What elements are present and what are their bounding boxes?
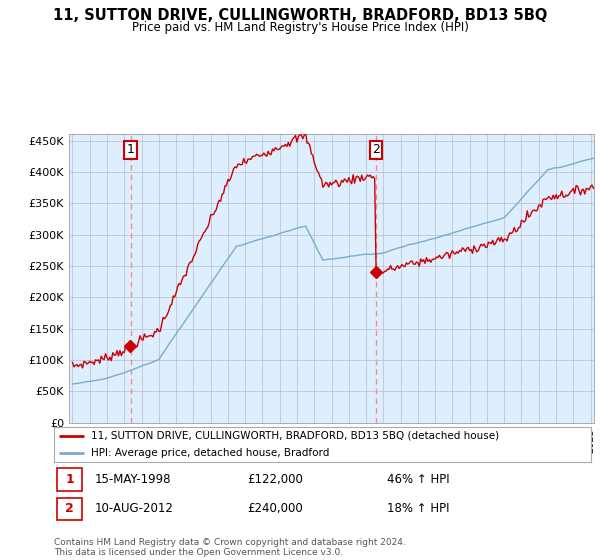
- Text: Contains HM Land Registry data © Crown copyright and database right 2024.
This d: Contains HM Land Registry data © Crown c…: [54, 538, 406, 557]
- Text: 10-AUG-2012: 10-AUG-2012: [94, 502, 173, 515]
- Text: 2: 2: [65, 502, 74, 515]
- Text: 15-MAY-1998: 15-MAY-1998: [94, 473, 171, 486]
- FancyBboxPatch shape: [56, 498, 82, 520]
- Text: 1: 1: [127, 143, 134, 156]
- Text: HPI: Average price, detached house, Bradford: HPI: Average price, detached house, Brad…: [91, 449, 329, 458]
- Text: 11, SUTTON DRIVE, CULLINGWORTH, BRADFORD, BD13 5BQ: 11, SUTTON DRIVE, CULLINGWORTH, BRADFORD…: [53, 8, 547, 24]
- Text: Price paid vs. HM Land Registry's House Price Index (HPI): Price paid vs. HM Land Registry's House …: [131, 21, 469, 34]
- Text: 46% ↑ HPI: 46% ↑ HPI: [387, 473, 449, 486]
- Text: 2: 2: [372, 143, 380, 156]
- Text: 11, SUTTON DRIVE, CULLINGWORTH, BRADFORD, BD13 5BQ (detached house): 11, SUTTON DRIVE, CULLINGWORTH, BRADFORD…: [91, 431, 499, 441]
- Text: 1: 1: [65, 473, 74, 486]
- Text: £122,000: £122,000: [247, 473, 303, 486]
- Text: £240,000: £240,000: [247, 502, 303, 515]
- Text: 18% ↑ HPI: 18% ↑ HPI: [387, 502, 449, 515]
- FancyBboxPatch shape: [56, 468, 82, 491]
